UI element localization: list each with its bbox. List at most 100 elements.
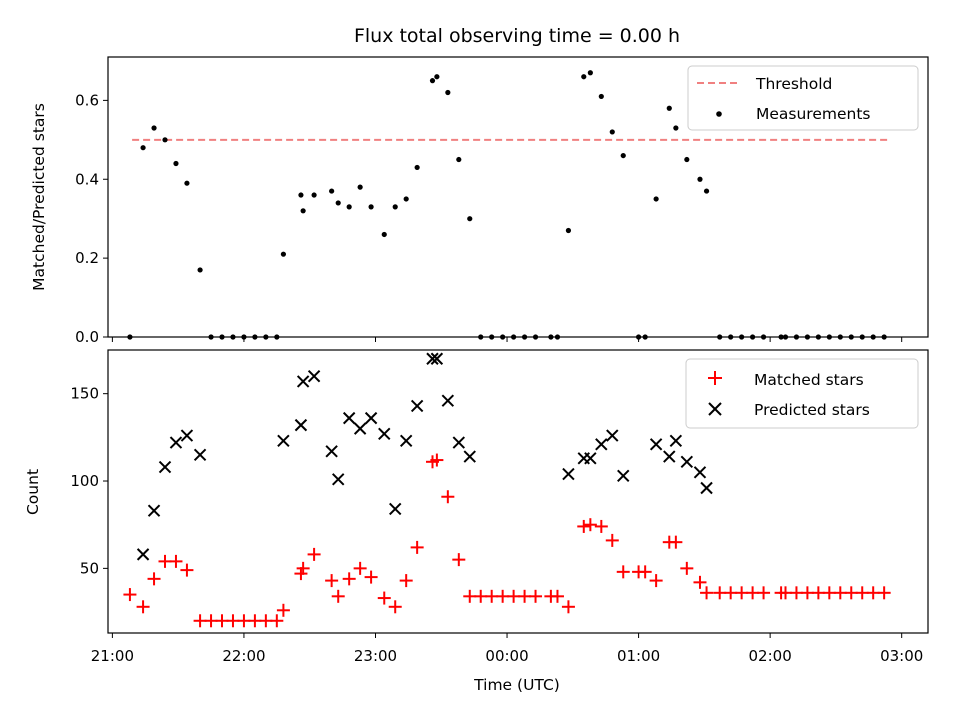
- measurement-point: [467, 216, 473, 222]
- matched-star-point: [307, 547, 321, 561]
- threshold-legend-label: Threshold: [755, 75, 832, 93]
- measurement-point: [403, 196, 409, 202]
- predicted-star-point: [452, 436, 466, 449]
- matched-star-point: [342, 572, 356, 586]
- matched-star-point: [215, 614, 229, 628]
- measurement-point: [581, 74, 587, 80]
- matched-star-point: [844, 586, 858, 600]
- matched-star-point: [430, 453, 444, 467]
- matched-star-point: [463, 589, 477, 603]
- flux-ratio-panel: Flux total observing time = 0.00 h 0.00.…: [30, 25, 929, 346]
- measurement-point: [300, 208, 306, 214]
- matched-star-point: [169, 554, 183, 568]
- predicted-star-point: [649, 438, 663, 451]
- y-tick-label: 0.0: [75, 328, 99, 346]
- matched-star-point: [638, 565, 652, 579]
- predicted-star-point: [606, 429, 619, 442]
- matched-star-point: [496, 589, 510, 603]
- matched-star-point: [778, 586, 792, 600]
- bottom-plot-frame: [107, 349, 929, 634]
- measurement-point: [673, 125, 679, 131]
- matched-star-point: [518, 589, 532, 603]
- measurement-point: [429, 78, 436, 84]
- matched-star-point: [833, 586, 847, 600]
- matched-star-point: [577, 519, 591, 533]
- matched-star-point: [158, 554, 172, 568]
- matched-star-point: [452, 553, 466, 567]
- matched-star-point: [259, 614, 273, 628]
- x-tick-label: 03:00: [880, 647, 923, 665]
- predicted-star-point: [169, 436, 183, 449]
- measurement-point: [697, 176, 703, 182]
- predicted-star-point: [399, 434, 413, 448]
- bottom-legend-box: [685, 358, 919, 429]
- predicted-star-point: [680, 455, 694, 469]
- predicted-legend-label: Predicted stars: [754, 401, 870, 419]
- matched-star-point: [789, 586, 803, 600]
- x-tick-label: 22:00: [222, 647, 265, 665]
- x-tick-label: 23:00: [354, 647, 397, 665]
- bottom-x-ticks: 21:00 22:00 23:00 00:00 01:00 02:00 03:00: [91, 633, 923, 665]
- measurement-point: [445, 89, 451, 96]
- predicted-star-point: [193, 448, 207, 462]
- bottom-panel-marks: [123, 352, 891, 628]
- measurement-point: [151, 125, 157, 131]
- y-tick-label: 150: [70, 385, 99, 403]
- matched-star-point: [136, 600, 150, 614]
- predicted-star-point: [410, 399, 424, 413]
- predicted-star-point: [342, 411, 356, 425]
- matched-star-point: [410, 540, 424, 554]
- measurement-point: [587, 70, 593, 76]
- measurements-legend-swatch: [716, 111, 722, 117]
- measurement-point: [368, 204, 374, 210]
- predicted-star-point: [147, 504, 161, 517]
- matched-star-point: [680, 561, 694, 575]
- matched-star-point: [147, 572, 161, 586]
- bottom-y-ticks: 50 100 150: [70, 385, 108, 577]
- measurement-point: [184, 180, 190, 186]
- top-legend-box: [687, 65, 919, 131]
- measurement-point: [609, 129, 615, 135]
- matched-star-point: [441, 490, 455, 504]
- matched-star-point: [700, 586, 714, 600]
- matched-star-point: [388, 600, 402, 614]
- measurement-point: [565, 227, 572, 234]
- matched-star-point: [325, 574, 339, 588]
- matched-star-point: [583, 518, 597, 532]
- predicted-star-point: [378, 427, 391, 441]
- predicted-star-point: [700, 481, 713, 495]
- matched-star-point: [550, 589, 564, 603]
- predicted-star-point: [353, 422, 367, 435]
- matched-star-point: [529, 589, 543, 603]
- predicted-star-point: [294, 418, 308, 432]
- x-axis-label: Time (UTC): [473, 676, 560, 694]
- matched-star-point: [649, 574, 663, 588]
- matched-star-point: [123, 588, 137, 602]
- measurements-legend-label: Measurements: [756, 105, 871, 123]
- predicted-star-point: [325, 445, 338, 458]
- measurement-point: [434, 74, 440, 80]
- x-tick-label: 00:00: [485, 647, 528, 665]
- matched-star-point: [561, 600, 575, 614]
- predicted-star-point: [430, 352, 444, 365]
- measurement-point: [666, 105, 672, 111]
- matched-star-point: [485, 589, 499, 603]
- matched-star-point: [270, 614, 284, 628]
- star-count-panel: 50 100 150 21:00 22:00 23:00 00:00 01:00 02:00 0…: [24, 349, 929, 694]
- measurement-point: [197, 267, 203, 273]
- predicted-star-point: [663, 450, 676, 463]
- matched-star-point: [237, 614, 251, 628]
- measurement-point: [414, 164, 420, 171]
- measurement-point: [653, 196, 659, 202]
- measurement-point: [357, 184, 363, 190]
- matched-legend-swatch: [708, 371, 722, 385]
- predicted-star-point: [617, 469, 630, 482]
- predicted-star-point: [158, 460, 172, 474]
- predicted-star-point: [693, 466, 707, 479]
- matched-star-point: [594, 519, 608, 533]
- matched-star-point: [800, 586, 814, 600]
- predicted-star-point: [562, 467, 575, 481]
- matched-star-point: [605, 533, 619, 547]
- matched-star-point: [296, 561, 310, 575]
- matched-star-point: [226, 614, 240, 628]
